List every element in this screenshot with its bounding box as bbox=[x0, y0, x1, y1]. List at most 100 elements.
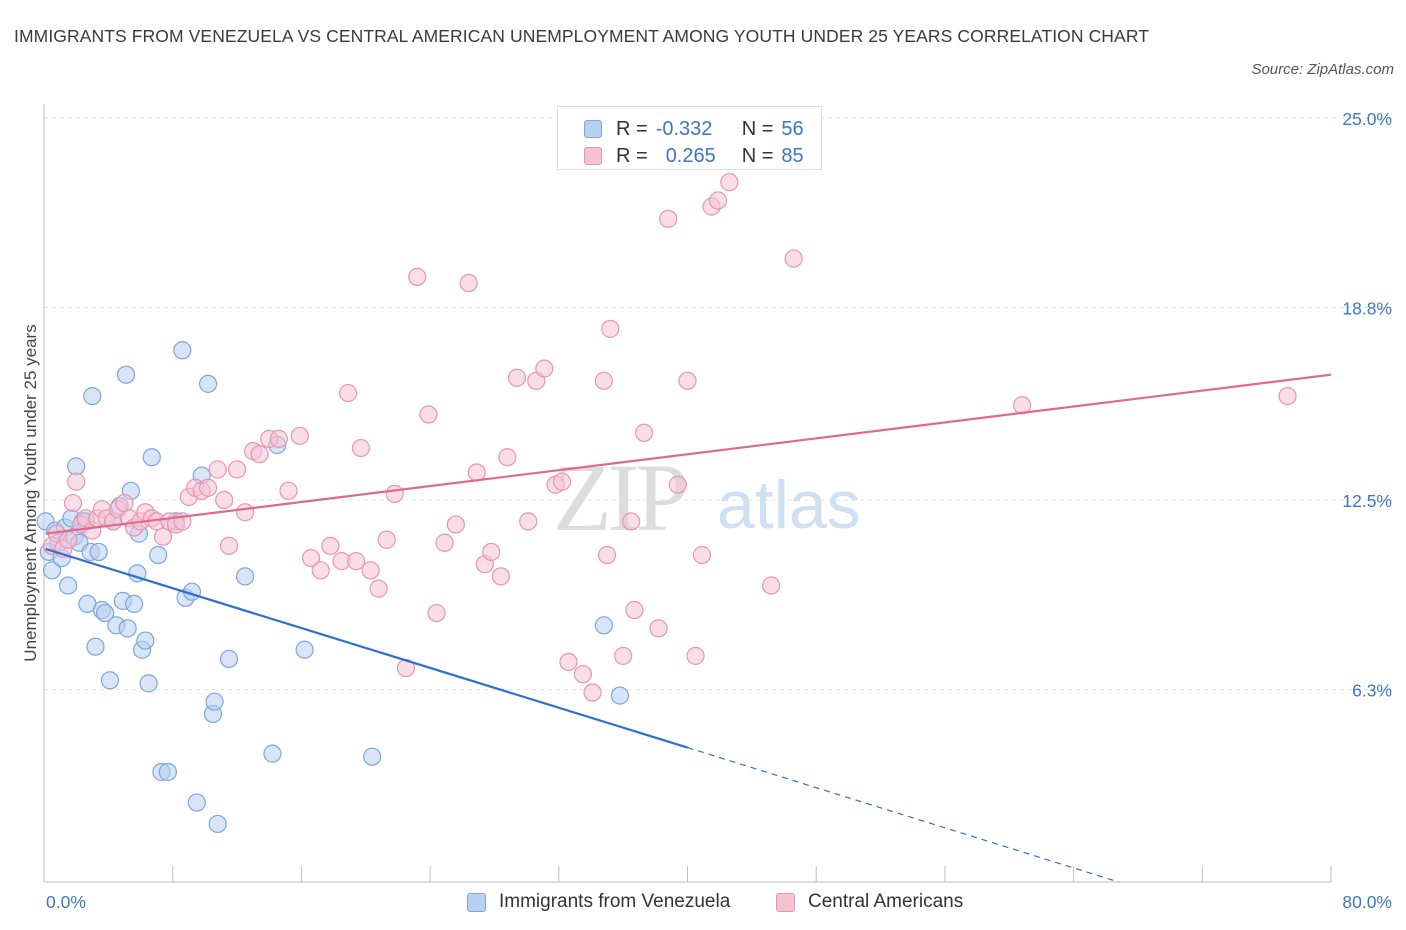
y-tick-label: 12.5% bbox=[1342, 491, 1392, 511]
central-american-point bbox=[519, 512, 538, 531]
x-tick-label: 0.0% bbox=[46, 892, 86, 912]
bottom-legend-swatch-pink bbox=[776, 892, 795, 912]
y-tick-label: 6.3% bbox=[1352, 680, 1392, 700]
venezuela-point bbox=[208, 814, 227, 834]
central-american-point bbox=[552, 472, 572, 491]
central-american-point bbox=[482, 542, 501, 562]
central-american-point bbox=[351, 438, 371, 458]
central-american-point bbox=[215, 490, 234, 510]
venezuela-point bbox=[42, 561, 62, 580]
central-american-point bbox=[311, 561, 330, 580]
central-american-point bbox=[601, 319, 620, 338]
correlation-legend: R = -0.332 N = 56 R = 0.265 N = 85 bbox=[557, 106, 822, 170]
venezuela-point bbox=[295, 640, 314, 659]
central-american-point bbox=[762, 576, 781, 595]
y-tick-label: 25.0% bbox=[1342, 109, 1392, 129]
legend-r-value: 0.265 bbox=[665, 144, 716, 167]
legend-row-central-americans: R = 0.265 N = 85 bbox=[584, 143, 804, 169]
legend-r-value: -0.332 bbox=[655, 117, 713, 140]
central-american-point bbox=[573, 665, 593, 684]
venezuela-point bbox=[173, 341, 192, 360]
central-american-point bbox=[198, 478, 218, 497]
legend-r-label: R = bbox=[616, 117, 648, 140]
central-american-point bbox=[625, 600, 644, 620]
venezuela-point bbox=[136, 631, 155, 650]
central-american-point bbox=[250, 445, 269, 464]
central-american-point bbox=[784, 249, 803, 268]
central-american-point bbox=[290, 426, 309, 445]
venezuela-point bbox=[86, 637, 105, 656]
venezuela-point bbox=[263, 744, 282, 763]
bottom-legend-swatch-blue bbox=[467, 892, 486, 912]
central-american-point bbox=[427, 603, 446, 623]
legend-swatch-blue bbox=[584, 120, 602, 138]
central-american-point bbox=[115, 493, 134, 513]
central-american-point bbox=[435, 533, 454, 552]
venezuela-point bbox=[610, 686, 630, 705]
central-american-point bbox=[369, 579, 388, 598]
central-american-point bbox=[269, 429, 288, 448]
central-american-point bbox=[279, 481, 298, 500]
central-american-point bbox=[634, 423, 654, 442]
central-american-point bbox=[377, 530, 396, 549]
central-american-point bbox=[446, 515, 465, 534]
venezuela-point bbox=[89, 542, 108, 562]
central-american-point bbox=[459, 273, 478, 293]
central-american-point bbox=[338, 383, 358, 403]
central-american-point bbox=[227, 460, 247, 479]
central-american-point bbox=[1278, 386, 1297, 406]
central-american-point bbox=[678, 371, 697, 390]
central-american-point bbox=[491, 567, 510, 586]
central-american-point bbox=[301, 548, 321, 568]
legend-n-label: N = bbox=[741, 144, 774, 167]
central-american-point bbox=[498, 448, 517, 467]
central-american-point bbox=[708, 191, 728, 210]
venezuela-point bbox=[219, 649, 239, 669]
venezuela-point bbox=[235, 567, 255, 586]
venezuela-point bbox=[205, 692, 224, 711]
bottom-legend-label: Central Americans bbox=[808, 891, 964, 912]
central-american-point bbox=[153, 527, 173, 546]
venezuela-point bbox=[149, 545, 168, 565]
central-american-point bbox=[408, 267, 427, 287]
central-american-point bbox=[321, 536, 340, 555]
venezuela-point bbox=[96, 603, 115, 623]
central-american-point bbox=[346, 552, 366, 571]
venezuela-point bbox=[67, 457, 86, 476]
trend-line-extension bbox=[687, 746, 1119, 883]
legend-n-value: 56 bbox=[781, 117, 804, 140]
venezuela-point bbox=[116, 365, 136, 384]
central-american-point bbox=[419, 405, 438, 424]
central-american-point bbox=[583, 683, 602, 702]
central-american-point bbox=[614, 646, 633, 665]
venezuela-point bbox=[594, 616, 613, 635]
central-american-point bbox=[594, 371, 613, 390]
central-american-point bbox=[720, 173, 739, 192]
watermark-zip: ZIP bbox=[553, 444, 686, 551]
legend-n-value: 85 bbox=[781, 144, 804, 167]
central-american-point bbox=[385, 484, 404, 503]
central-american-point bbox=[59, 530, 78, 549]
central-american-point bbox=[649, 619, 668, 638]
bottom-legend-label: Immigrants from Venezuela bbox=[499, 891, 731, 912]
central-american-point bbox=[467, 463, 486, 482]
central-american-point bbox=[692, 545, 712, 565]
central-american-point bbox=[361, 561, 380, 580]
legend-n-label: N = bbox=[741, 117, 774, 140]
venezuela-point bbox=[139, 674, 158, 693]
central-american-point bbox=[219, 536, 239, 555]
central-american-point bbox=[659, 209, 678, 228]
central-american-point bbox=[559, 652, 578, 672]
central-american-point bbox=[668, 475, 687, 494]
central-american-point bbox=[208, 460, 227, 479]
venezuela-point bbox=[363, 747, 382, 766]
legend-swatch-pink bbox=[584, 147, 602, 165]
venezuela-point bbox=[59, 576, 78, 595]
y-axis-label: Unemployment Among Youth under 25 years bbox=[21, 324, 40, 661]
legend-row-venezuela: R = -0.332 N = 56 bbox=[584, 116, 804, 142]
y-tick-label: 18.8% bbox=[1342, 298, 1392, 318]
central-american-point bbox=[535, 359, 554, 378]
central-american-point bbox=[235, 503, 255, 522]
central-american-point bbox=[507, 368, 527, 387]
